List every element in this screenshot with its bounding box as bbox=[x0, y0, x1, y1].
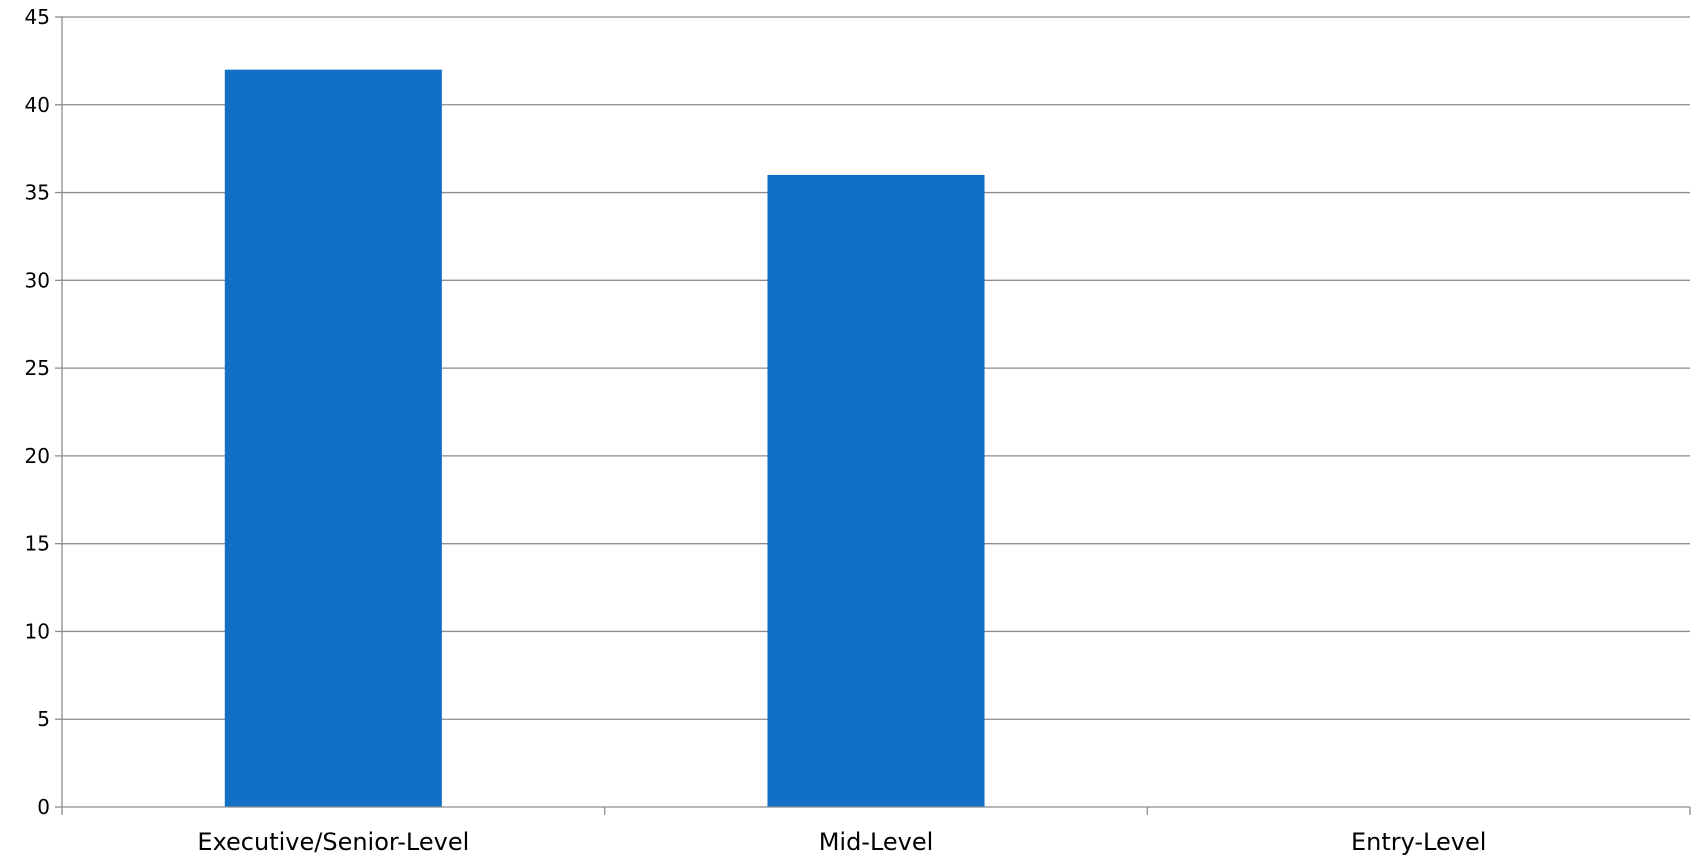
x-category-label: Entry-Level bbox=[1351, 828, 1486, 856]
y-tick-label: 10 bbox=[25, 619, 50, 643]
y-tick-label: 5 bbox=[37, 707, 50, 731]
y-tick-label: 45 bbox=[25, 5, 50, 29]
bars bbox=[224, 69, 985, 807]
y-tick-labels: 0 5 10 15 20 25 30 35 40 45 bbox=[25, 5, 50, 819]
axes bbox=[55, 16, 1691, 815]
y-tick-label: 35 bbox=[25, 181, 50, 205]
y-tick-label: 40 bbox=[25, 93, 50, 117]
bar bbox=[224, 69, 442, 807]
x-category-label: Mid-Level bbox=[819, 828, 934, 856]
y-tick-label: 30 bbox=[25, 268, 50, 292]
x-category-label: Executive/Senior-Level bbox=[197, 828, 469, 856]
y-tick-label: 25 bbox=[25, 356, 50, 380]
bar bbox=[767, 175, 985, 807]
y-tick-label: 20 bbox=[25, 444, 50, 468]
y-tick-label: 0 bbox=[37, 795, 50, 819]
y-tick-label: 15 bbox=[25, 532, 50, 556]
x-category-labels: Executive/Senior-Level Mid-Level Entry-Lev… bbox=[197, 828, 1486, 856]
